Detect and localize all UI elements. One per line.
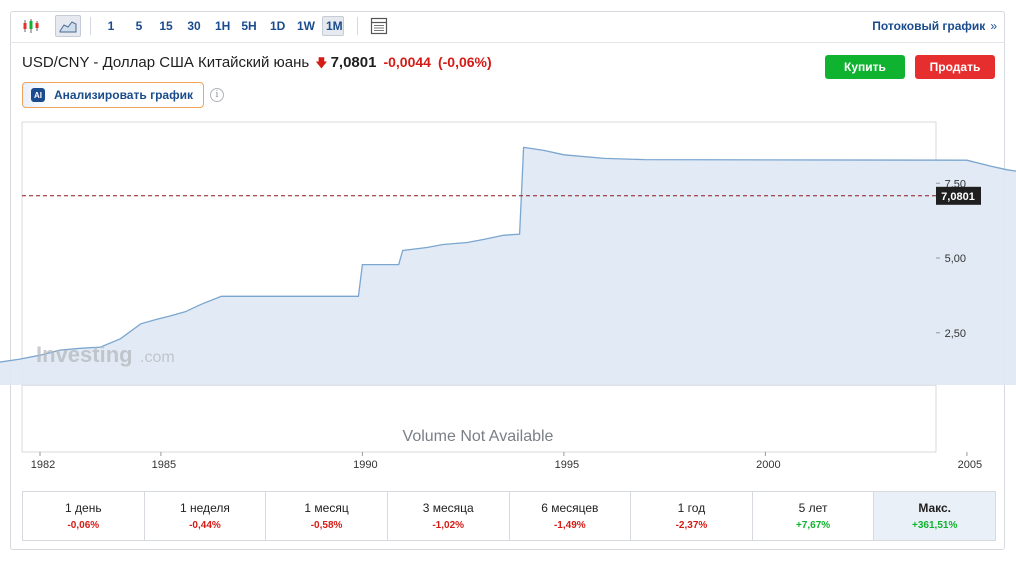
info-icon[interactable]: i xyxy=(210,88,224,102)
period-cell[interactable]: 1 день -0,06% xyxy=(23,492,145,540)
interval-1h[interactable]: 1H xyxy=(215,19,231,33)
period-label: 1 неделя xyxy=(180,501,230,515)
period-cell[interactable]: Макс. +361,51% xyxy=(874,492,995,540)
double-chevron-right-icon: » xyxy=(990,19,997,33)
period-cell[interactable]: 6 месяцев -1,49% xyxy=(510,492,632,540)
period-label: 3 месяца xyxy=(422,501,474,515)
price-area-fill xyxy=(0,147,1016,385)
x-tick-label: 2000 xyxy=(756,459,780,471)
last-price-badge xyxy=(936,186,981,205)
watermark-brand: Investing xyxy=(36,342,133,367)
arrow-down-icon: 🡇 xyxy=(315,56,328,70)
x-tick-label: 1995 xyxy=(555,459,579,471)
streaming-chart-link[interactable]: Потоковый график » xyxy=(872,19,997,33)
interval-1m[interactable]: 1M xyxy=(322,16,344,36)
price-change: -0,0044 xyxy=(383,54,431,70)
interval-5[interactable]: 5 xyxy=(135,19,143,33)
performance-periods: 1 день -0,06% 1 неделя -0,44% 1 месяц -0,58% 3… xyxy=(22,491,996,541)
x-tick-label: 1982 xyxy=(31,459,55,471)
period-label: 5 лет xyxy=(798,501,828,515)
chart-toolbar: 1 5 15 30 1H 5H 1D 1W 1M Потоковый график» xyxy=(10,11,1005,43)
volume-not-available: Volume Not Available xyxy=(403,428,554,445)
period-label: 1 месяц xyxy=(304,501,349,515)
period-change: -0,06% xyxy=(67,520,100,531)
period-change: -1,02% xyxy=(432,520,465,531)
period-cell[interactable]: 5 лет +7,67% xyxy=(753,492,875,540)
period-change: +7,67% xyxy=(795,520,831,531)
toolbar-divider xyxy=(90,17,91,35)
interval-1w[interactable]: 1W xyxy=(297,19,315,33)
interval-5h[interactable]: 5H xyxy=(241,19,257,33)
period-change: +361,51% xyxy=(912,520,958,531)
table-icon[interactable] xyxy=(368,15,390,37)
y-tick-label: 2,50 xyxy=(945,328,966,340)
period-change: -1,49% xyxy=(553,520,586,531)
x-tick-label: 1990 xyxy=(353,459,377,471)
last-price: 7,0801 xyxy=(330,54,377,71)
candlestick-icon[interactable] xyxy=(20,15,42,37)
period-change: -0,58% xyxy=(310,520,343,531)
period-cell[interactable]: 1 неделя -0,44% xyxy=(145,492,267,540)
price-line xyxy=(0,146,1016,363)
buy-button[interactable]: Купить xyxy=(825,55,905,79)
price-change-percent: (-0,06%) xyxy=(437,54,492,70)
sell-button[interactable]: Продать xyxy=(915,55,995,79)
analyze-chart-label: Анализировать график xyxy=(54,88,193,102)
interval-30[interactable]: 30 xyxy=(187,19,201,33)
area-chart-icon[interactable] xyxy=(55,15,81,37)
period-cell[interactable]: 1 год -2,37% xyxy=(631,492,753,540)
interval-1[interactable]: 1 xyxy=(107,19,115,33)
instrument-title: USD/CNY - Доллар США Китайский юань xyxy=(22,54,310,71)
period-change: -2,37% xyxy=(675,520,708,531)
period-label: Макс. xyxy=(918,501,952,515)
interval-1d[interactable]: 1D xyxy=(270,19,286,33)
period-change: -0,44% xyxy=(189,520,221,531)
watermark-suffix: .com xyxy=(140,349,175,366)
interval-15[interactable]: 15 xyxy=(159,19,173,33)
y-tick-label: 5,00 xyxy=(945,253,966,265)
x-tick-label: 2005 xyxy=(958,459,982,471)
period-label: 1 день xyxy=(65,501,102,515)
last-price-label: 7,0801 xyxy=(941,191,975,203)
period-cell[interactable]: 1 месяц -0,58% xyxy=(266,492,388,540)
ai-icon: AI xyxy=(31,88,45,102)
period-cell[interactable]: 3 месяца -1,02% xyxy=(388,492,510,540)
x-tick-label: 1985 xyxy=(152,459,176,471)
period-label: 1 год xyxy=(677,501,706,515)
toolbar-divider xyxy=(357,17,358,35)
instrument-header: USD/CNY - Доллар США Китайский юань 🡇 7,… xyxy=(22,54,492,74)
streaming-chart-label: Потоковый график xyxy=(872,19,986,33)
period-label: 6 месяцев xyxy=(541,501,599,515)
analyze-chart-button[interactable]: AI Анализировать график xyxy=(22,82,204,108)
